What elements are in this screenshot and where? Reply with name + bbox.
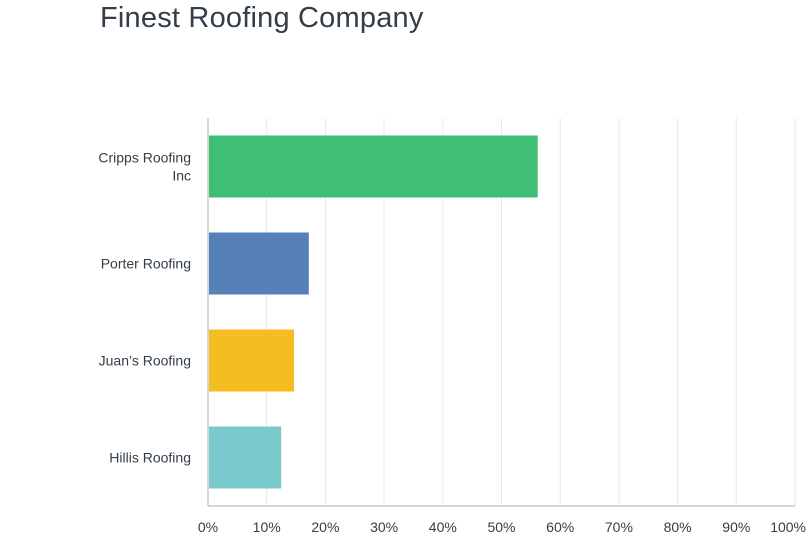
x-tick-label: 100% — [770, 519, 806, 535]
x-tick-label: 30% — [370, 519, 398, 535]
x-tick-label: 40% — [429, 519, 457, 535]
x-tick-label: 10% — [253, 519, 281, 535]
chart-title: Finest Roofing Company — [100, 2, 424, 34]
x-tick-label: 80% — [664, 519, 692, 535]
x-tick-label: 90% — [722, 519, 750, 535]
bar — [209, 329, 295, 392]
bar — [209, 135, 538, 198]
bar — [209, 232, 309, 295]
category-label: Hillis Roofing — [109, 450, 191, 466]
x-tick-label: 60% — [546, 519, 574, 535]
category-label: Juan’s Roofing — [99, 353, 191, 369]
category-label: Cripps Roofing Inc — [98, 150, 191, 184]
x-tick-label: 70% — [605, 519, 633, 535]
category-label: Porter Roofing — [101, 256, 191, 272]
x-tick-label: 0% — [198, 519, 218, 535]
bar — [209, 426, 282, 489]
x-tick-label: 20% — [311, 519, 339, 535]
x-tick-label: 50% — [487, 519, 515, 535]
